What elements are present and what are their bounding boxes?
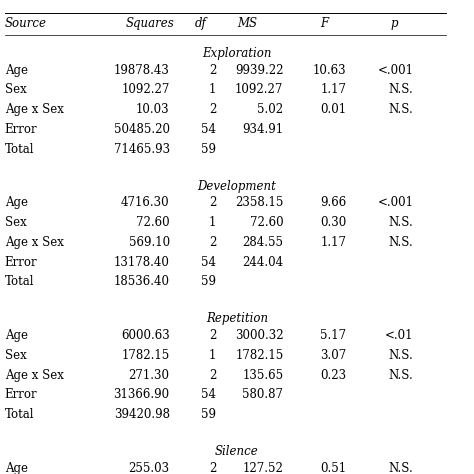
Text: 135.65: 135.65	[242, 369, 283, 382]
Text: 9939.22: 9939.22	[235, 64, 283, 77]
Text: N.S.: N.S.	[389, 236, 413, 249]
Text: 6000.63: 6000.63	[121, 329, 170, 342]
Text: 0.23: 0.23	[320, 369, 346, 382]
Text: 2: 2	[209, 196, 216, 210]
Text: Age x Sex: Age x Sex	[5, 103, 64, 116]
Text: Error: Error	[5, 255, 37, 269]
Text: 2: 2	[209, 64, 216, 77]
Text: <.01: <.01	[385, 329, 413, 342]
Text: 9.66: 9.66	[320, 196, 346, 210]
Text: 50485.20: 50485.20	[114, 123, 170, 136]
Text: 13178.40: 13178.40	[114, 255, 170, 269]
Text: 19878.43: 19878.43	[114, 64, 170, 77]
Text: 59: 59	[201, 408, 216, 421]
Text: Exploration: Exploration	[202, 47, 272, 60]
Text: Error: Error	[5, 388, 37, 401]
Text: 1782.15: 1782.15	[121, 349, 170, 362]
Text: 1.17: 1.17	[320, 83, 346, 96]
Text: 3.07: 3.07	[320, 349, 346, 362]
Text: Squares: Squares	[126, 17, 174, 30]
Text: N.S.: N.S.	[389, 369, 413, 382]
Text: 1092.27: 1092.27	[235, 83, 283, 96]
Text: Source: Source	[5, 17, 47, 30]
Text: Age: Age	[5, 462, 28, 474]
Text: 18536.40: 18536.40	[114, 275, 170, 288]
Text: N.S.: N.S.	[389, 462, 413, 474]
Text: N.S.: N.S.	[389, 83, 413, 96]
Text: df: df	[195, 17, 207, 30]
Text: 2: 2	[209, 329, 216, 342]
Text: 1: 1	[209, 83, 216, 96]
Text: 2: 2	[209, 236, 216, 249]
Text: 271.30: 271.30	[128, 369, 170, 382]
Text: N.S.: N.S.	[389, 349, 413, 362]
Text: Error: Error	[5, 123, 37, 136]
Text: Total: Total	[5, 408, 34, 421]
Text: 10.03: 10.03	[136, 103, 170, 116]
Text: 2: 2	[209, 103, 216, 116]
Text: Total: Total	[5, 275, 34, 288]
Text: 1092.27: 1092.27	[121, 83, 170, 96]
Text: Age x Sex: Age x Sex	[5, 236, 64, 249]
Text: Sex: Sex	[5, 83, 27, 96]
Text: 54: 54	[201, 255, 216, 269]
Text: 0.51: 0.51	[320, 462, 346, 474]
Text: 0.30: 0.30	[320, 216, 346, 229]
Text: Age x Sex: Age x Sex	[5, 369, 64, 382]
Text: 0.01: 0.01	[320, 103, 346, 116]
Text: 580.87: 580.87	[243, 388, 283, 401]
Text: 59: 59	[201, 275, 216, 288]
Text: 569.10: 569.10	[128, 236, 170, 249]
Text: <.001: <.001	[377, 196, 413, 210]
Text: 2: 2	[209, 369, 216, 382]
Text: 3000.32: 3000.32	[235, 329, 283, 342]
Text: MS: MS	[237, 17, 257, 30]
Text: 2358.15: 2358.15	[235, 196, 283, 210]
Text: 31366.90: 31366.90	[113, 388, 170, 401]
Text: 1782.15: 1782.15	[235, 349, 283, 362]
Text: 5.02: 5.02	[257, 103, 283, 116]
Text: 1: 1	[209, 349, 216, 362]
Text: 10.63: 10.63	[312, 64, 346, 77]
Text: 39420.98: 39420.98	[114, 408, 170, 421]
Text: Age: Age	[5, 329, 28, 342]
Text: 1: 1	[209, 216, 216, 229]
Text: 1.17: 1.17	[320, 236, 346, 249]
Text: Sex: Sex	[5, 349, 27, 362]
Text: Repetition: Repetition	[206, 312, 268, 326]
Text: 72.60: 72.60	[136, 216, 170, 229]
Text: 5.17: 5.17	[320, 329, 346, 342]
Text: 71465.93: 71465.93	[113, 143, 170, 155]
Text: 54: 54	[201, 388, 216, 401]
Text: 72.60: 72.60	[250, 216, 283, 229]
Text: 284.55: 284.55	[243, 236, 283, 249]
Text: Silence: Silence	[215, 445, 259, 458]
Text: <.001: <.001	[377, 64, 413, 77]
Text: Age: Age	[5, 64, 28, 77]
Text: Sex: Sex	[5, 216, 27, 229]
Text: 2: 2	[209, 462, 216, 474]
Text: 244.04: 244.04	[242, 255, 283, 269]
Text: 127.52: 127.52	[243, 462, 283, 474]
Text: 54: 54	[201, 123, 216, 136]
Text: p: p	[390, 17, 398, 30]
Text: Age: Age	[5, 196, 28, 210]
Text: 4716.30: 4716.30	[121, 196, 170, 210]
Text: N.S.: N.S.	[389, 103, 413, 116]
Text: 255.03: 255.03	[128, 462, 170, 474]
Text: 59: 59	[201, 143, 216, 155]
Text: Total: Total	[5, 143, 34, 155]
Text: F: F	[320, 17, 329, 30]
Text: Development: Development	[198, 180, 276, 192]
Text: 934.91: 934.91	[242, 123, 283, 136]
Text: N.S.: N.S.	[389, 216, 413, 229]
